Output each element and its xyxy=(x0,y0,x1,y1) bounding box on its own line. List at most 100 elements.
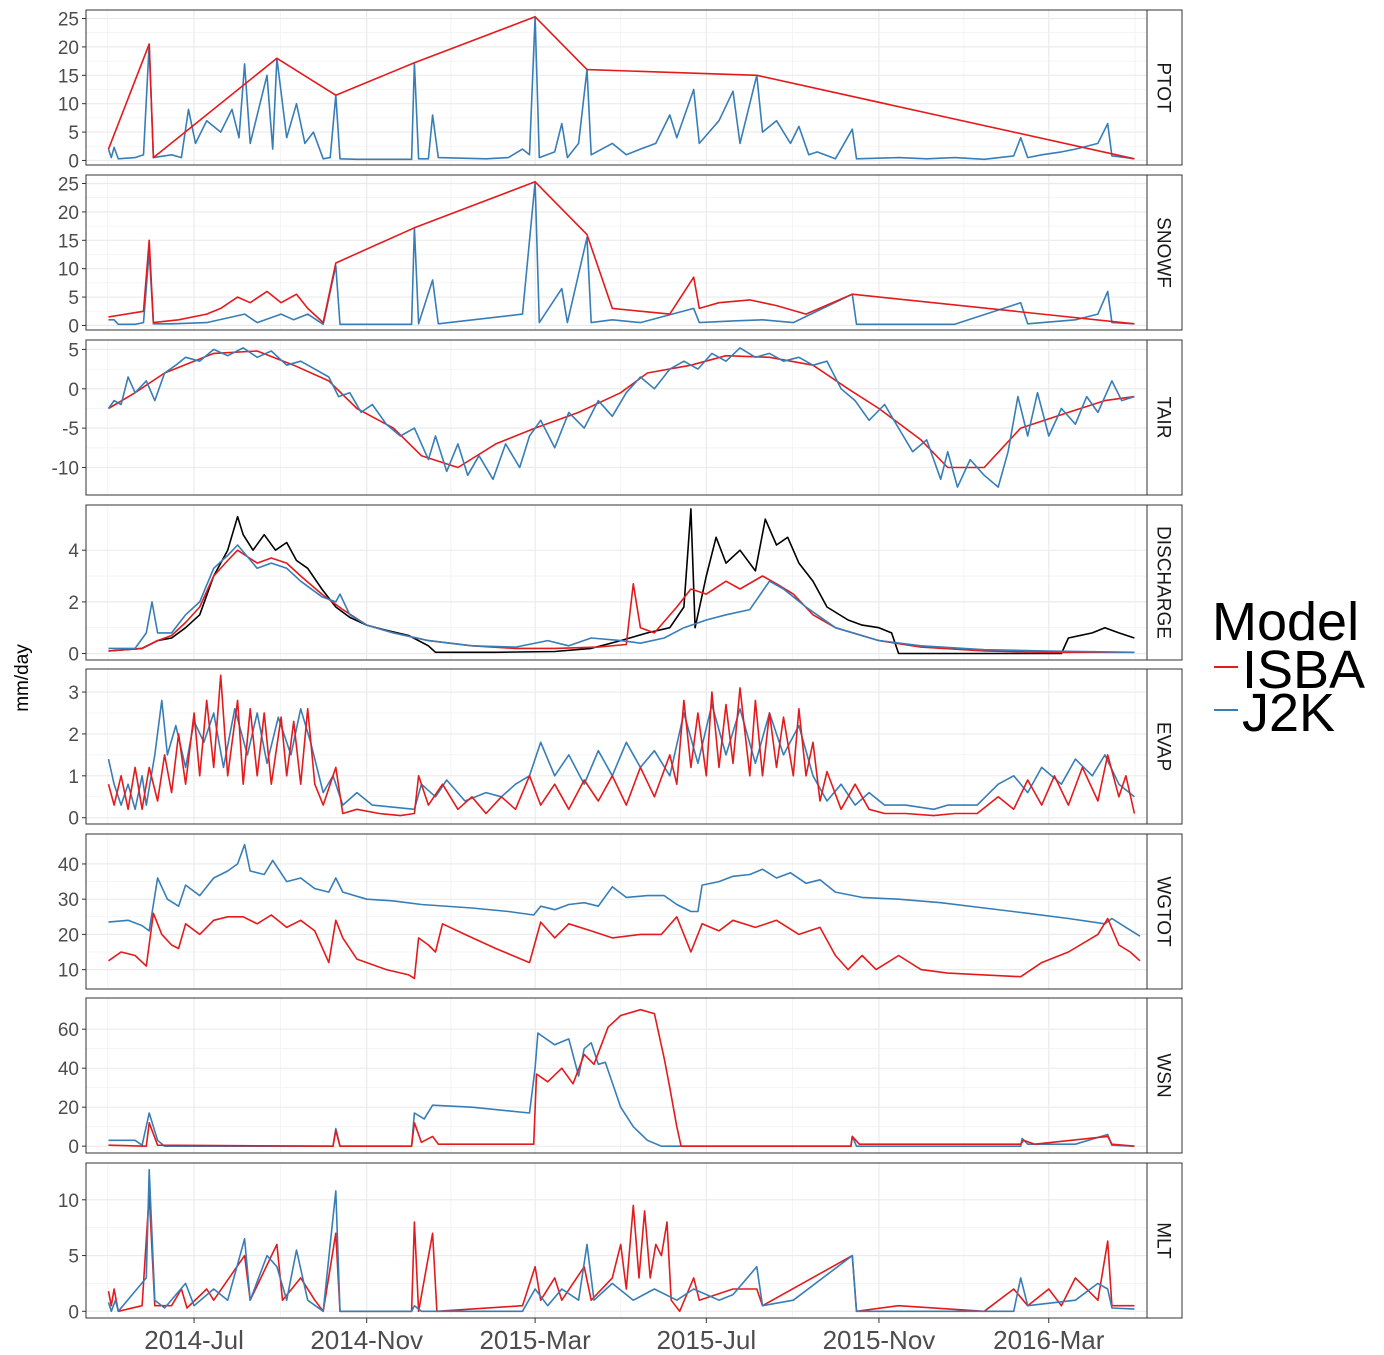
panel-wsn: 0 20 40 60 WSN xyxy=(58,997,1183,1158)
y-tick-label: -10 xyxy=(52,458,79,479)
x-tick-label: 2016-Mar xyxy=(993,1325,1105,1355)
series-group xyxy=(108,181,1135,326)
panel-background xyxy=(86,669,1147,824)
y-tick-label: 40 xyxy=(58,855,79,876)
y-tick-label: 10 xyxy=(58,95,79,116)
panel-background xyxy=(86,834,1147,989)
strip-label: TAIR xyxy=(1153,397,1174,439)
y-tick-label: 5 xyxy=(68,123,79,144)
series-line-j2k-tair xyxy=(107,347,1135,488)
x-tick-label: 2015-Nov xyxy=(823,1325,936,1355)
y-tick-label: 4 xyxy=(68,541,79,562)
series-line-isba-evap xyxy=(107,674,1136,817)
strip-label: PTOT xyxy=(1153,62,1174,113)
y-tick-label: 40 xyxy=(58,1059,79,1080)
legend-label-j2k: J2K xyxy=(1242,683,1335,743)
strip-background xyxy=(1146,997,1183,1154)
x-tick-label: 2015-Mar xyxy=(479,1325,591,1355)
y-tick-label: 30 xyxy=(58,890,79,911)
y-tick-label: 60 xyxy=(58,1020,79,1041)
y-tick-label: 2 xyxy=(68,725,79,746)
strip-label: SNOWF xyxy=(1153,217,1174,288)
x-tick-label: 2014-Nov xyxy=(310,1325,423,1355)
strip-label: WSN xyxy=(1153,1053,1174,1097)
y-tick-label: 25 xyxy=(58,10,79,31)
y-tick-label: 20 xyxy=(58,1098,79,1119)
y-tick-label: 20 xyxy=(58,38,79,59)
y-tick-label: 0 xyxy=(68,151,79,172)
panel-tair: -10 -5 0 5 TAIR xyxy=(52,339,1183,496)
y-tick-label: 5 xyxy=(68,288,79,309)
panel-evap: 0 1 2 3 EVAP xyxy=(68,668,1183,830)
strip-background xyxy=(1146,9,1183,166)
panel-wgtot: 10 20 30 40 WGTOT xyxy=(58,833,1183,990)
legend-title: Model xyxy=(1212,592,1359,652)
series-line-j2k-ptot xyxy=(107,16,1135,161)
legend: Model ISBA J2K xyxy=(1212,592,1365,743)
y-tick-label: 0 xyxy=(68,809,79,830)
series-group xyxy=(107,16,1135,161)
strip-label: EVAP xyxy=(1153,722,1174,771)
panel-background xyxy=(86,1163,1147,1318)
y-tick-label: 20 xyxy=(58,925,79,946)
y-tick-label: 0 xyxy=(68,380,79,401)
series-group xyxy=(108,843,1141,980)
strip-background xyxy=(1146,833,1183,990)
panel-discharge: 0 2 4 DISCHARGE xyxy=(68,504,1183,666)
y-tick-label: 0 xyxy=(68,645,79,666)
strip-background xyxy=(1146,1162,1183,1319)
series-line-j2k-mlt xyxy=(107,1168,1135,1313)
panel-ptot: 0 5 10 15 20 25 PTOT xyxy=(58,9,1183,172)
panel-background xyxy=(86,505,1147,660)
strip-background xyxy=(1146,668,1183,825)
y-tick-label: -5 xyxy=(62,419,79,440)
strip-label: DISCHARGE xyxy=(1153,526,1174,639)
y-tick-label: 10 xyxy=(58,1191,79,1212)
strip-background xyxy=(1146,504,1183,661)
series-group xyxy=(107,674,1136,817)
y-tick-label: 0 xyxy=(68,316,79,337)
legend-label-isba: ISBA xyxy=(1242,640,1365,700)
y-tick-label: 5 xyxy=(68,340,79,361)
y-tick-label: 1 xyxy=(68,767,79,788)
y-tick-label: 5 xyxy=(68,1247,79,1268)
series-group xyxy=(108,508,1135,655)
strip-label: MLT xyxy=(1153,1222,1174,1259)
x-axis: 2014-Jul 2014-Nov 2015-Mar 2015-Jul 2015-Nov… xyxy=(144,1318,1105,1355)
y-axis-title: mm/day xyxy=(12,644,33,712)
series-line-isba-wgtot xyxy=(108,912,1141,980)
series-line-isba-ptot xyxy=(107,16,1135,160)
panel-background xyxy=(86,10,1147,165)
strip-label: WGTOT xyxy=(1153,876,1174,947)
series-line-j2k-wgtot xyxy=(108,843,1141,937)
series-line-isba-snowf xyxy=(108,181,1135,325)
y-tick-label: 20 xyxy=(58,203,79,224)
y-tick-label: 3 xyxy=(68,683,79,704)
series-line-isba-discharge xyxy=(108,549,1135,654)
panels-group: 0510152025PTOT0510152025SNOWF-10-505TAIR… xyxy=(52,9,1183,1323)
series-line-isba-wsn xyxy=(108,1008,1135,1147)
series-group xyxy=(108,1008,1135,1147)
strip-background xyxy=(1146,174,1183,331)
strip-background xyxy=(1146,339,1183,496)
y-tick-label: 15 xyxy=(58,66,79,87)
y-tick-label: 10 xyxy=(58,961,79,982)
series-group xyxy=(107,1168,1135,1313)
y-tick-label: 0 xyxy=(68,1302,79,1323)
x-tick-label: 2014-Jul xyxy=(144,1325,244,1355)
series-line-j2k-evap xyxy=(107,699,1135,811)
y-tick-label: 25 xyxy=(58,175,79,196)
y-tick-label: 15 xyxy=(58,231,79,252)
panel-background xyxy=(86,998,1147,1153)
y-tick-label: 0 xyxy=(68,1137,79,1158)
panel-mlt: 0 5 10 MLT xyxy=(58,1162,1183,1323)
panel-snowf: 0 5 10 15 20 25 SNOWF xyxy=(58,174,1183,337)
x-tick-label: 2015-Jul xyxy=(656,1325,756,1355)
panel-background xyxy=(86,340,1147,495)
y-tick-label: 10 xyxy=(58,260,79,281)
panel-background xyxy=(86,175,1147,330)
y-tick-label: 2 xyxy=(68,593,79,614)
series-line-j2k-discharge xyxy=(108,544,1135,654)
series-line-j2k-snowf xyxy=(108,181,1135,326)
